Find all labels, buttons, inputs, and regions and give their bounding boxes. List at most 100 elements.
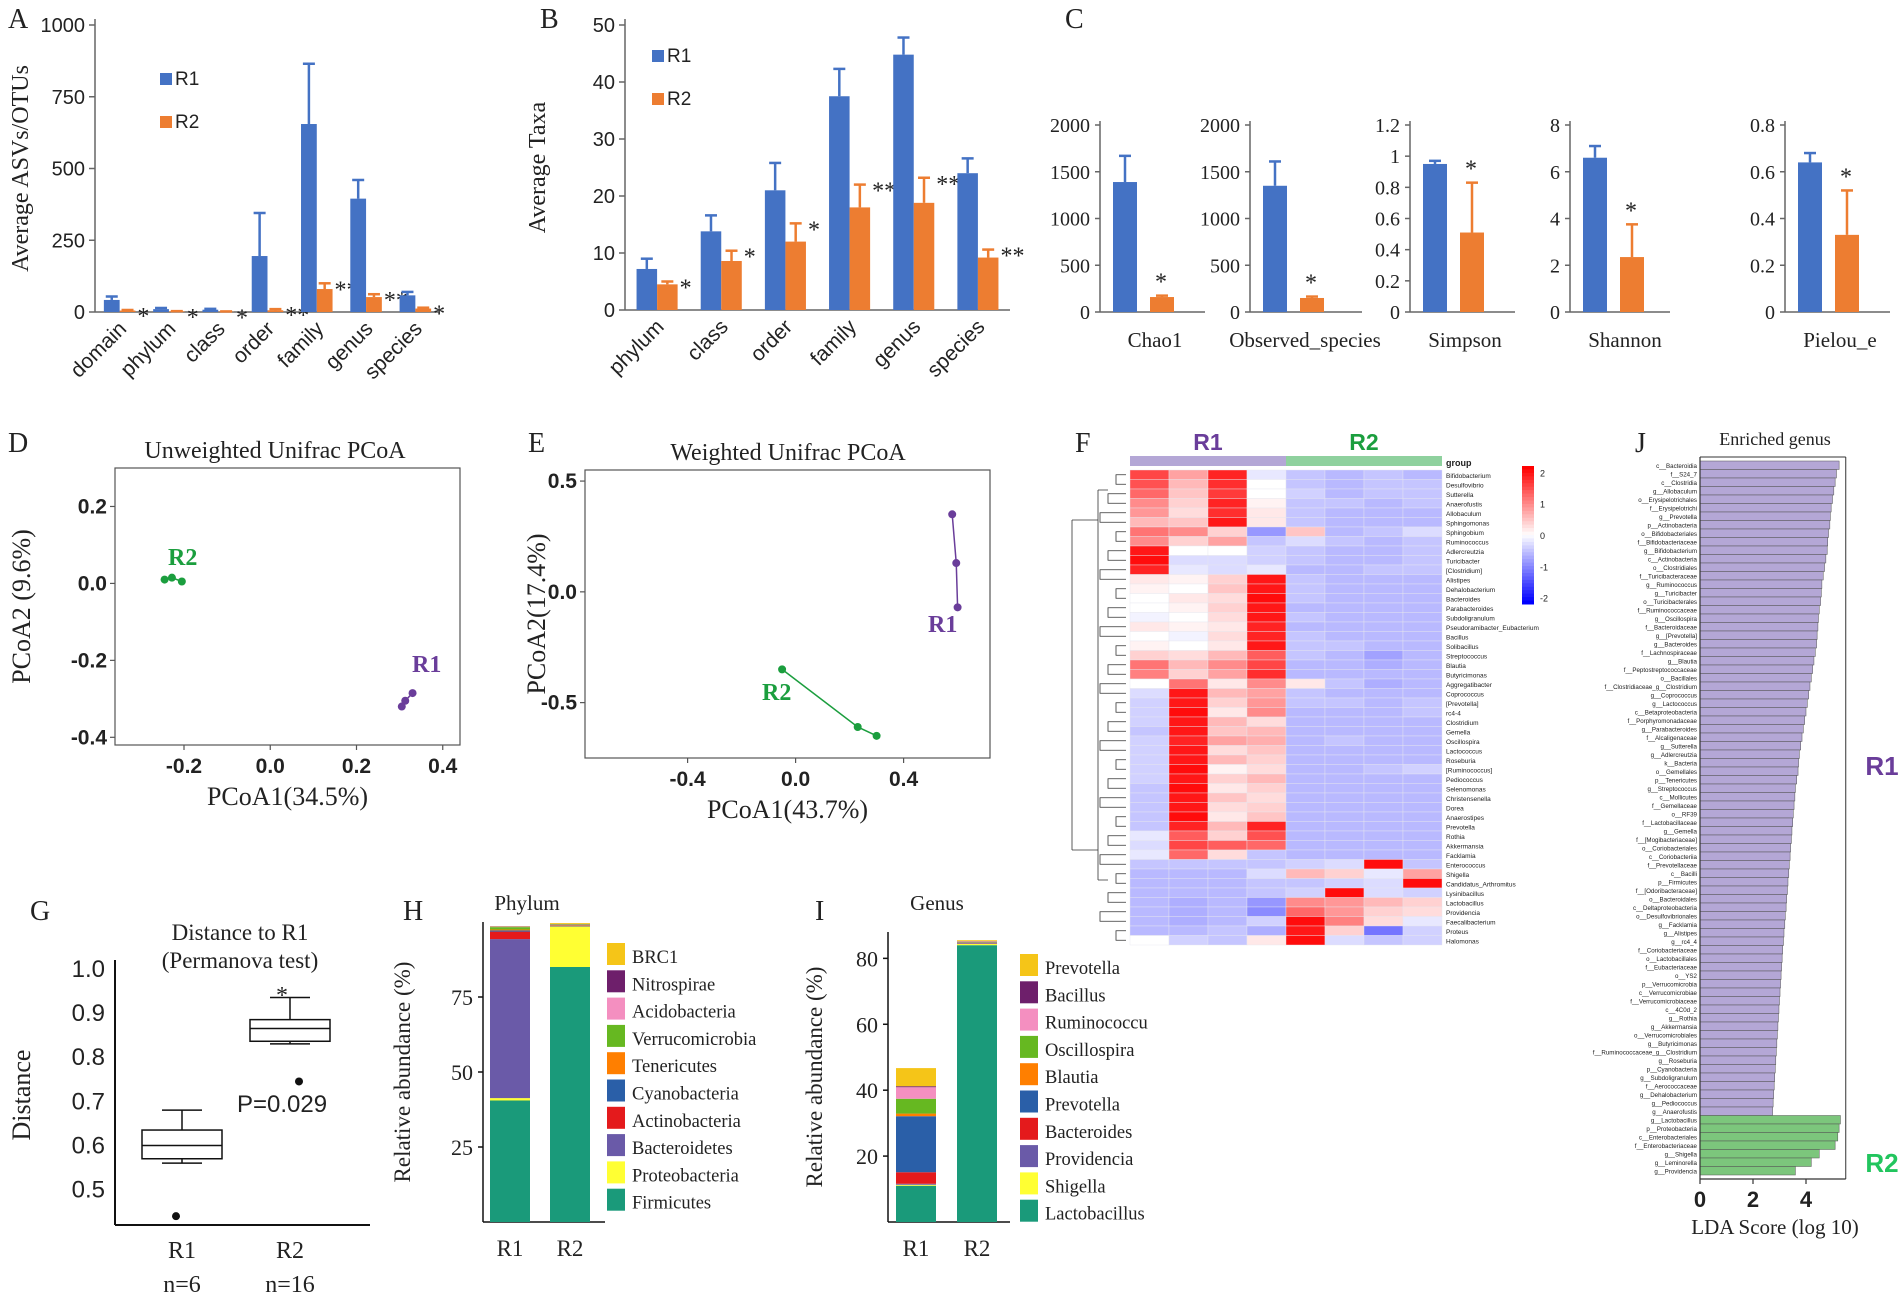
heatmap-cell	[1402, 498, 1443, 509]
panel-letter-c: C	[1065, 4, 1084, 35]
lda-bar-label: c__Actinobacteria	[1648, 557, 1698, 564]
heatmap-cell	[1207, 716, 1248, 727]
lda-bar-label: g__Streptococcus	[1647, 786, 1697, 793]
heatmap-cell	[1207, 517, 1248, 528]
heatmap-cell	[1129, 697, 1170, 708]
lda-bar-label: g__Facklamia	[1658, 922, 1697, 929]
scale-step	[1522, 479, 1534, 484]
lda-bar-r1	[1699, 664, 1813, 674]
lda-bar-label: p__Verrucomicrobia	[1642, 982, 1698, 989]
x-tick-label: 0.0	[781, 768, 810, 791]
heatmap-cell	[1129, 517, 1170, 528]
heatmap-cell	[1129, 593, 1170, 604]
heatmap-cell	[1207, 811, 1248, 822]
heatmap-row-label: Dorea	[1446, 806, 1464, 813]
heatmap-cell	[1168, 811, 1209, 822]
lda-bar-r1	[1699, 962, 1782, 972]
lda-bar-label: c__Bacilli	[1671, 871, 1697, 878]
heatmap-cell	[1402, 802, 1443, 813]
lda-bar-r1	[1699, 681, 1811, 691]
dendrogram-branches	[1071, 474, 1126, 941]
category-label: R2	[964, 1236, 991, 1261]
heatmap-cell	[1207, 488, 1248, 499]
heatmap-cell	[1324, 488, 1365, 499]
category-label: order	[746, 315, 797, 366]
legend-label: Firmicutes	[632, 1194, 711, 1214]
heatmap-cell	[1168, 878, 1209, 889]
category-label: species	[923, 315, 990, 382]
box-body	[249, 1018, 331, 1043]
panel-letter-f: F	[1075, 428, 1091, 459]
stack-bacillus	[896, 1086, 936, 1088]
lda-bar-r1	[1699, 1021, 1779, 1031]
y-tick-label: 1500	[1200, 162, 1240, 184]
legend-swatch	[607, 1106, 625, 1129]
bar-r1	[1798, 162, 1822, 312]
lda-bar-r1	[1699, 809, 1794, 819]
heatmap-cell	[1324, 564, 1365, 575]
lda-bar-r1	[1699, 486, 1835, 496]
legend-swatch-r2	[160, 116, 172, 128]
heatmap-cell	[1168, 868, 1209, 879]
heatmap-cell	[1129, 868, 1170, 879]
y-tick-label: 1	[1390, 146, 1400, 168]
scale-step	[1522, 566, 1534, 570]
plot-frame	[584, 469, 991, 759]
stack-prevotella	[896, 1116, 936, 1173]
legend-swatch	[607, 1024, 625, 1047]
heatmap-cell	[1363, 707, 1404, 718]
y-axis-label: Relative abundance (%)	[390, 962, 415, 1183]
heatmap-cell	[1363, 773, 1404, 784]
heatmap-cell	[1246, 612, 1287, 623]
y-tick-label: 0	[1230, 302, 1240, 324]
scale-step	[1522, 497, 1534, 501]
heatmap-cell	[1207, 583, 1248, 594]
heatmap-cell	[1324, 773, 1365, 784]
stack-providencia	[896, 1183, 936, 1185]
heatmap-cell	[1324, 840, 1365, 851]
bar-r1	[893, 54, 914, 310]
heatmap-cell	[1129, 754, 1170, 765]
significance-mark: **	[872, 179, 896, 205]
heatmap-row-label: Selenomonas	[1446, 787, 1486, 794]
heatmap-cell	[1246, 545, 1287, 556]
heatmap-cell	[1129, 707, 1170, 718]
heatmap-cell	[1324, 716, 1365, 727]
heatmap-cell	[1363, 602, 1404, 613]
y-tick-label: 1.2	[1375, 115, 1400, 137]
heatmap-cell	[1285, 859, 1326, 870]
heatmap-cell	[1129, 583, 1170, 594]
heatmap-cell	[1285, 868, 1326, 879]
y-axis-label: Average ASVs/OTUs	[8, 65, 34, 272]
significance-mark: *	[187, 305, 199, 331]
heatmap-cell	[1285, 716, 1326, 727]
heatmap-cell	[1285, 498, 1326, 509]
y-tick-label: 0.8	[72, 1044, 105, 1071]
bar-r2	[977, 257, 999, 310]
heatmap-row-label: Allobaculum	[1446, 511, 1481, 518]
point-r2	[853, 722, 862, 731]
scale-step	[1522, 486, 1534, 491]
x-axis-label: Simpson	[1428, 328, 1502, 352]
heatmap-row-label: Lactobacillus	[1446, 901, 1484, 908]
heatmap-cell	[1363, 469, 1404, 480]
heatmap-cell	[1324, 526, 1365, 537]
heatmap-cell	[1285, 479, 1326, 490]
heatmap-cell	[1168, 469, 1209, 480]
group-header-label: group	[1446, 458, 1472, 468]
heatmap-cell	[1246, 479, 1287, 490]
heatmap-cell	[1129, 935, 1170, 946]
group-label-r2: R2	[762, 680, 791, 706]
heatmap-cell	[1207, 697, 1248, 708]
heatmap-cell	[1246, 773, 1287, 784]
y-tick-label: 30	[593, 129, 615, 151]
heatmap-cell	[1363, 897, 1404, 908]
heatmap-cell	[1402, 745, 1443, 756]
heatmap-cell	[1207, 678, 1248, 689]
lda-bar-r1	[1699, 766, 1799, 776]
stack-proteobacteria	[490, 1098, 530, 1101]
heatmap-cell	[1402, 688, 1443, 699]
heatmap-cell	[1129, 526, 1170, 537]
bar-r1	[251, 256, 268, 312]
heatmap-cell	[1324, 868, 1365, 879]
